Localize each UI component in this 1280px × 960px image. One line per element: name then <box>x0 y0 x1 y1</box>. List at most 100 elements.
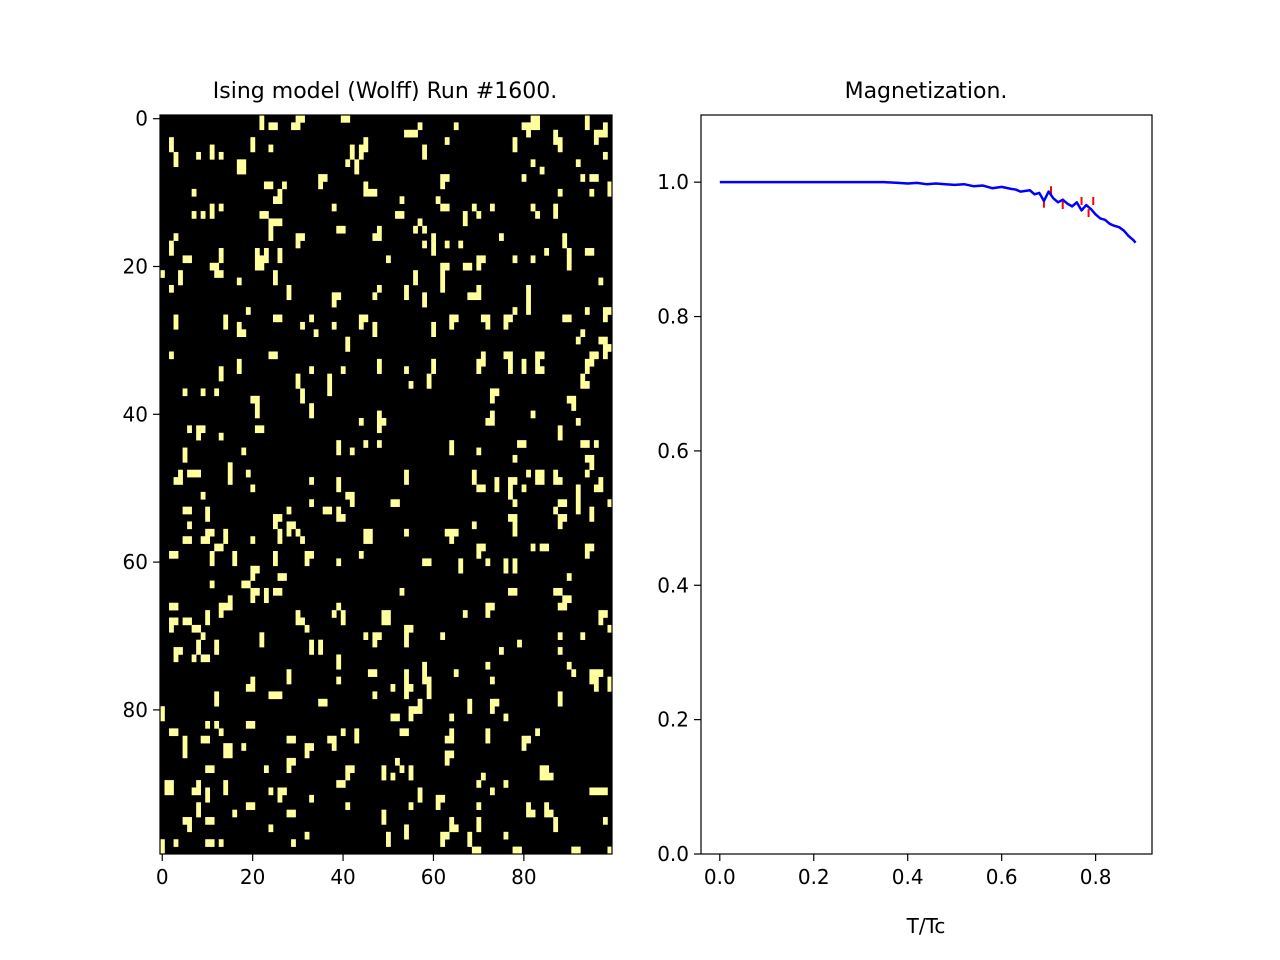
ising-up-spin <box>571 846 577 855</box>
ising-up-spin <box>489 602 495 611</box>
ising-up-spin <box>453 314 459 323</box>
ising-up-spin <box>607 307 613 315</box>
ising-up-spin <box>593 351 599 360</box>
ising-up-spin <box>218 839 224 847</box>
ising-up-spin <box>422 676 427 685</box>
ising-up-spin <box>295 610 301 618</box>
ising-up-spin <box>417 794 423 803</box>
ising-up-spin <box>205 787 211 796</box>
ising-up-spin <box>476 255 482 264</box>
ising-up-spin <box>345 765 351 774</box>
ising-up-spin <box>607 676 613 685</box>
ising-up-spin <box>358 551 364 559</box>
ising-up-spin <box>526 292 531 301</box>
ising-up-spin <box>277 573 283 581</box>
ising-up-spin <box>187 425 192 434</box>
ising-up-spin <box>526 809 531 818</box>
ising-up-spin <box>268 218 274 227</box>
ising-up-spin <box>367 188 373 197</box>
ising-up-spin <box>263 181 269 190</box>
ising-up-spin <box>489 706 495 714</box>
ising-up-spin <box>440 270 446 278</box>
ising-up-spin <box>589 358 595 367</box>
ising-up-spin <box>381 809 387 818</box>
ising-up-spin <box>584 543 590 552</box>
ising-up-spin <box>539 366 545 374</box>
ising-up-spin <box>449 728 455 737</box>
ising-up-spin <box>363 188 369 197</box>
ising-up-spin <box>277 536 283 544</box>
ising-up-spin <box>589 543 595 552</box>
ising-up-spin <box>263 248 269 256</box>
ising-up-spin <box>169 137 174 145</box>
ising-up-spin <box>562 514 568 522</box>
ising-up-spin <box>530 159 536 168</box>
ising-up-spin <box>575 417 581 426</box>
ising-up-spin <box>218 610 224 618</box>
ising-up-spin <box>376 425 382 434</box>
ising-up-spin <box>602 122 608 131</box>
ising-up-spin <box>593 669 599 677</box>
ising-up-spin <box>404 728 409 737</box>
ising-up-spin <box>462 262 468 271</box>
ising-up-spin <box>449 824 455 833</box>
ising-up-spin <box>178 477 183 485</box>
ising-up-spin <box>250 684 256 692</box>
ising-up-spin <box>395 499 400 507</box>
ising-up-spin <box>431 240 437 249</box>
ising-up-spin <box>277 196 283 204</box>
ising-up-spin <box>476 780 482 788</box>
ising-up-spin <box>494 477 500 485</box>
ising-up-spin <box>223 787 229 796</box>
magnetization-title: Magnetization. <box>845 79 1008 104</box>
ising-up-spin <box>489 417 495 426</box>
ising-up-spin <box>336 484 342 493</box>
ising-y-tick-label: 0 <box>135 107 148 131</box>
ising-up-spin <box>209 203 215 212</box>
ising-up-spin <box>245 580 251 589</box>
ising-up-spin <box>584 358 590 367</box>
ising-up-spin <box>318 174 324 182</box>
ising-up-spin <box>205 654 211 663</box>
ising-up-spin <box>508 514 513 522</box>
ising-up-spin <box>530 203 536 212</box>
ising-up-spin <box>300 536 305 544</box>
ising-up-spin <box>476 817 482 825</box>
ising-up-spin <box>209 817 215 825</box>
ising-up-spin <box>471 203 477 212</box>
ising-up-spin <box>340 225 346 234</box>
ising-up-spin <box>440 174 446 182</box>
ising-up-spin <box>376 417 382 426</box>
ising-up-spin <box>173 233 179 241</box>
ising-up-spin <box>372 233 378 241</box>
ising-up-spin <box>358 417 364 426</box>
ising-up-spin <box>571 403 577 411</box>
ising-up-spin <box>453 122 459 131</box>
ising-up-spin <box>512 477 518 485</box>
ising-up-spin <box>295 233 301 241</box>
ising-up-spin <box>526 129 531 138</box>
ising-up-spin <box>254 565 260 574</box>
ising-up-spin <box>336 477 342 485</box>
ising-up-spin <box>205 817 211 825</box>
ising-up-spin <box>205 506 211 515</box>
ising-up-spin <box>440 181 446 190</box>
ising-up-spin <box>282 181 287 190</box>
ising-up-spin <box>286 292 292 301</box>
ising-up-spin <box>489 388 495 397</box>
ising-up-spin <box>358 321 364 330</box>
ising-up-spin <box>268 144 274 153</box>
ising-up-spin <box>209 262 215 271</box>
ising-up-spin <box>517 639 522 648</box>
ising-up-spin <box>476 846 482 855</box>
ising-up-spin <box>259 122 265 131</box>
ising-up-spin <box>526 469 531 478</box>
ising-up-spin <box>485 558 491 567</box>
ising-up-spin <box>413 129 418 138</box>
ising-up-spin <box>336 676 342 685</box>
ising-up-spin <box>304 624 310 633</box>
ising-up-spin <box>535 115 540 123</box>
ising-up-spin <box>413 225 418 234</box>
ising-up-spin <box>160 839 165 847</box>
ising-up-spin <box>557 632 563 640</box>
